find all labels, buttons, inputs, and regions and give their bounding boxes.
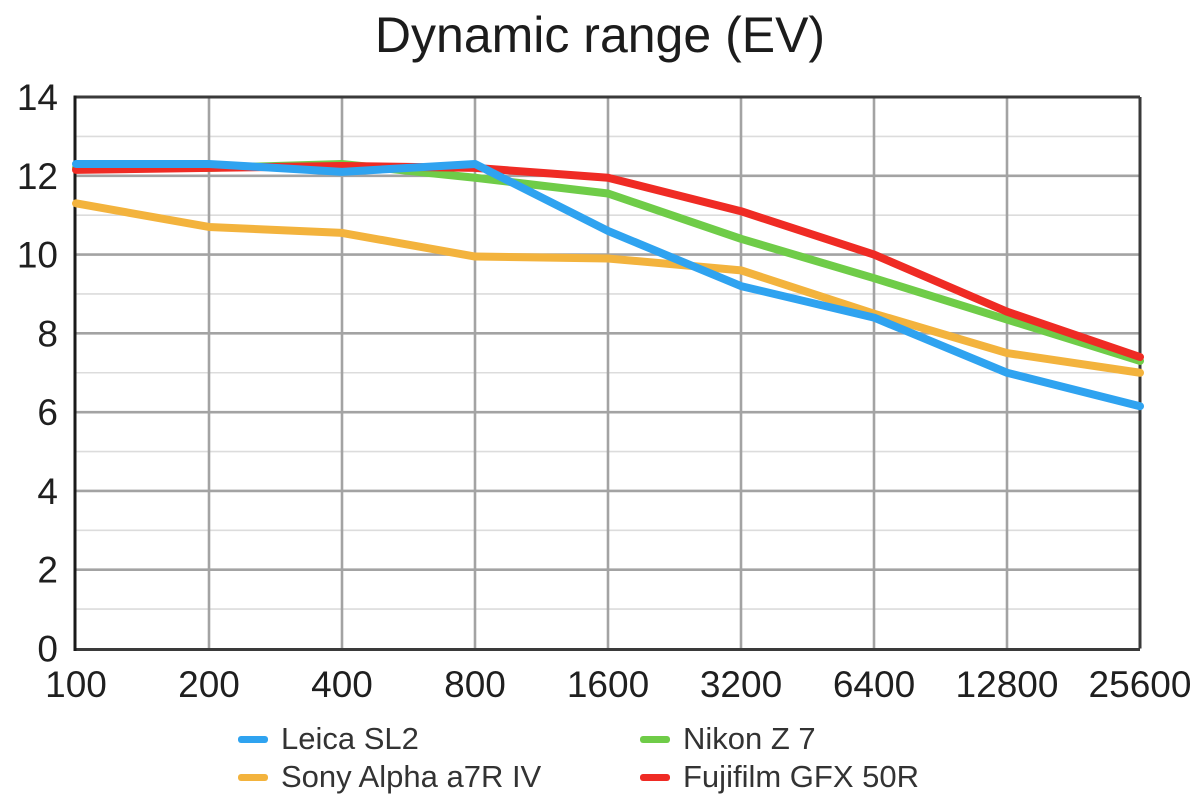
y-tick-label: 6 bbox=[37, 392, 58, 433]
legend-label-nikon-z7: Nikon Z 7 bbox=[683, 721, 816, 756]
legend-item-nikon-z7: Nikon Z 7 bbox=[640, 721, 816, 756]
legend-label-sony-a7r-iv: Sony Alpha a7R IV bbox=[281, 759, 542, 794]
y-tick-label: 10 bbox=[17, 235, 58, 276]
x-tick-label: 400 bbox=[311, 664, 373, 705]
legend-swatch-sony-a7r-iv bbox=[238, 773, 268, 781]
legend-label-leica-sl2: Leica SL2 bbox=[281, 721, 419, 756]
legend-item-leica-sl2: Leica SL2 bbox=[238, 721, 419, 756]
legend-item-sony-a7r-iv: Sony Alpha a7R IV bbox=[238, 759, 542, 794]
series-line-sony-alpha-a7r-iv bbox=[72, 199, 1144, 377]
legend-swatch-fujifilm-gfx-50r bbox=[640, 773, 670, 781]
legend-swatch-nikon-z7 bbox=[640, 735, 670, 743]
y-tick-label: 4 bbox=[37, 471, 58, 512]
x-tick-label: 6400 bbox=[833, 664, 915, 705]
legend-item-fujifilm-gfx-50r: Fujifilm GFX 50R bbox=[640, 759, 919, 794]
y-tick-label: 14 bbox=[17, 77, 58, 118]
x-tick-label: 100 bbox=[45, 664, 107, 705]
x-tick-label: 25600 bbox=[1089, 664, 1192, 705]
series-line-leica-sl2 bbox=[72, 159, 1144, 411]
plot-area: 0 2 4 6 8 10 12 14 100 200 400 800 1600 3200 6400 12800… bbox=[17, 77, 1192, 705]
x-tick-label: 200 bbox=[178, 664, 240, 705]
chart-title: Dynamic range (EV) bbox=[374, 7, 826, 63]
legend-swatch-leica-sl2 bbox=[238, 735, 268, 743]
legend-label-fujifilm-gfx-50r: Fujifilm GFX 50R bbox=[683, 759, 919, 794]
y-tick-label: 0 bbox=[37, 629, 58, 670]
x-tick-label: 12800 bbox=[956, 664, 1059, 705]
x-tick-label: 3200 bbox=[700, 664, 782, 705]
x-tick-label: 800 bbox=[444, 664, 506, 705]
y-tick-label: 8 bbox=[37, 313, 58, 354]
x-tick-label: 1600 bbox=[567, 664, 649, 705]
y-tick-label: 12 bbox=[17, 156, 58, 197]
y-tick-label: 2 bbox=[37, 550, 58, 591]
